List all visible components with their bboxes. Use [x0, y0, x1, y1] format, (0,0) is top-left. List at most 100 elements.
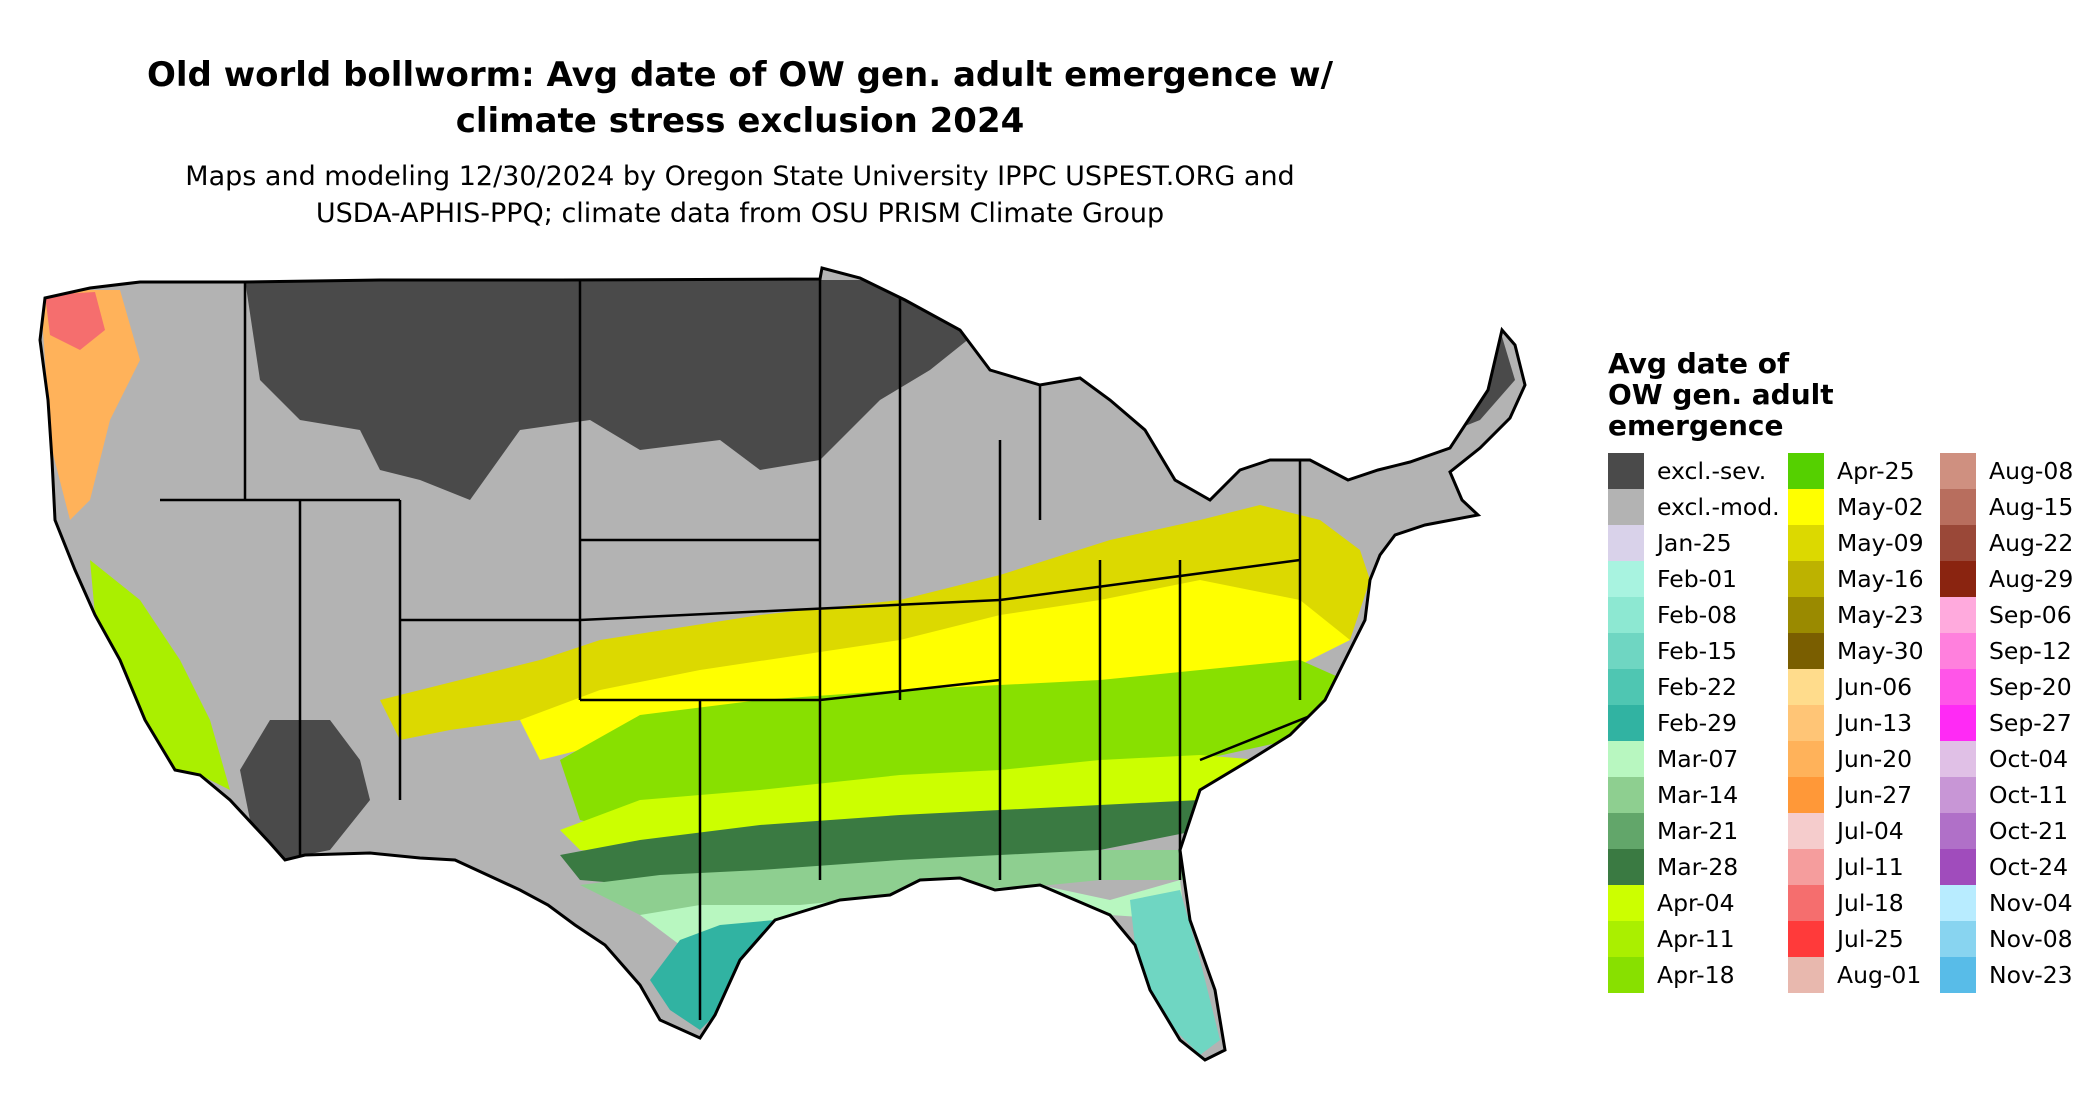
legend-swatch — [1940, 453, 1976, 489]
legend-item: Apr-18 — [1608, 957, 1780, 993]
legend-label: Jun-06 — [1837, 673, 1913, 701]
zone-mar-28 — [560, 800, 1230, 885]
legend-swatch — [1608, 633, 1644, 669]
legend-item: Feb-22 — [1608, 669, 1780, 705]
legend-swatch — [1608, 525, 1644, 561]
legend-item: Apr-04 — [1608, 885, 1780, 921]
legend-title-line-3: emergence — [1608, 409, 1784, 442]
legend-title-line-1: Avg date of — [1608, 347, 1790, 380]
legend-swatch — [1788, 957, 1824, 993]
legend-item: Sep-12 — [1940, 633, 2073, 669]
legend-swatch — [1788, 633, 1824, 669]
legend-column-3: Aug-08 Aug-15 Aug-22 Aug-29 Sep-06 Sep-12 Sep-… — [1940, 453, 2073, 993]
map-title-line-1: Old world bollworm: Avg date of OW gen. … — [147, 55, 1333, 95]
legend-swatch — [1788, 669, 1824, 705]
legend-label: Jul-04 — [1837, 817, 1904, 845]
legend-label: Jul-11 — [1837, 853, 1904, 881]
legend-label: Sep-20 — [1989, 673, 2072, 701]
zone-california — [90, 560, 230, 790]
legend-swatch — [1940, 777, 1976, 813]
legend-label: Jan-25 — [1657, 529, 1732, 557]
legend-swatch — [1788, 561, 1824, 597]
legend-item: Feb-08 — [1608, 597, 1780, 633]
legend-item: Oct-04 — [1940, 741, 2073, 777]
legend-item: excl.-sev. — [1608, 453, 1780, 489]
us-emergence-map — [38, 266, 1527, 1062]
legend-swatch — [1608, 669, 1644, 705]
legend-item: Jun-13 — [1788, 705, 1924, 741]
legend-swatch — [1608, 705, 1644, 741]
legend-item: Oct-24 — [1940, 849, 2073, 885]
legend-label: Apr-04 — [1657, 889, 1735, 917]
legend-swatch — [1940, 597, 1976, 633]
legend-label: May-09 — [1837, 529, 1924, 557]
legend-label: Feb-01 — [1657, 565, 1737, 593]
legend-item: Jan-25 — [1608, 525, 1780, 561]
legend-item: Aug-01 — [1788, 957, 1924, 993]
legend-swatch — [1608, 957, 1644, 993]
legend-item: Sep-06 — [1940, 597, 2073, 633]
map-subtitle: Maps and modeling 12/30/2024 by Oregon S… — [60, 158, 1420, 232]
legend-item: Aug-22 — [1940, 525, 2073, 561]
legend-swatch — [1940, 705, 1976, 741]
zone-excl-sev-southwest — [240, 720, 370, 860]
legend-item: Sep-20 — [1940, 669, 2073, 705]
state-border — [819, 678, 1001, 702]
zone-west-coast-pink — [45, 292, 105, 350]
legend-label: Oct-21 — [1989, 817, 2069, 845]
zone-may-band — [380, 505, 1370, 740]
legend-item: Apr-25 — [1788, 453, 1924, 489]
legend-swatch — [1608, 921, 1644, 957]
legend-swatch — [1608, 741, 1644, 777]
legend-label: Jul-18 — [1837, 889, 1904, 917]
legend-label: Oct-11 — [1989, 781, 2069, 809]
legend-label: Jun-27 — [1837, 781, 1913, 809]
legend-title: Avg date of OW gen. adult emergence — [1608, 348, 1834, 441]
legend-label: Nov-04 — [1989, 889, 2073, 917]
legend-swatch — [1940, 561, 1976, 597]
legend-label: Feb-15 — [1657, 637, 1737, 665]
legend-item: Mar-07 — [1608, 741, 1780, 777]
legend-item: Aug-15 — [1940, 489, 2073, 525]
legend-item: Jun-20 — [1788, 741, 1924, 777]
map-title: Old world bollworm: Avg date of OW gen. … — [60, 52, 1420, 144]
legend-column-1: excl.-sev. excl.-mod. Jan-25 Feb-01 Feb-08 Fe… — [1608, 453, 1780, 993]
legend-label: Aug-15 — [1989, 493, 2074, 521]
legend-swatch — [1608, 453, 1644, 489]
zone-west-coast — [40, 290, 140, 520]
map-title-line-2: climate stress exclusion 2024 — [455, 101, 1025, 141]
legend-label: May-23 — [1837, 601, 1924, 629]
zone-apr-18 — [560, 660, 1345, 830]
legend-swatch — [1940, 921, 1976, 957]
legend-item: Oct-21 — [1940, 813, 2073, 849]
map-subtitle-line-1: Maps and modeling 12/30/2024 by Oregon S… — [185, 161, 1295, 192]
legend-swatch — [1788, 453, 1824, 489]
legend-label: Apr-18 — [1657, 961, 1735, 989]
legend-label: Sep-06 — [1989, 601, 2072, 629]
legend-item: Jun-06 — [1788, 669, 1924, 705]
legend-item: Nov-23 — [1940, 957, 2073, 993]
legend-label: Mar-21 — [1657, 817, 1739, 845]
legend-label: Aug-22 — [1989, 529, 2074, 557]
legend-item: Mar-21 — [1608, 813, 1780, 849]
legend-swatch — [1940, 741, 1976, 777]
legend-swatch — [1788, 849, 1824, 885]
legend-item: excl.-mod. — [1608, 489, 1780, 525]
legend-swatch — [1608, 813, 1644, 849]
legend-swatch — [1940, 525, 1976, 561]
legend-label: excl.-mod. — [1657, 493, 1780, 521]
legend-label: Feb-08 — [1657, 601, 1737, 629]
legend-swatch — [1608, 777, 1644, 813]
legend-item: Jul-18 — [1788, 885, 1924, 921]
legend-swatch — [1608, 597, 1644, 633]
legend-item: May-09 — [1788, 525, 1924, 561]
legend-label: May-16 — [1837, 565, 1924, 593]
legend-item: Aug-08 — [1940, 453, 2073, 489]
state-border — [579, 598, 1001, 622]
legend-label: Aug-08 — [1989, 457, 2074, 485]
legend-label: Oct-04 — [1989, 745, 2069, 773]
legend-item: Jul-04 — [1788, 813, 1924, 849]
legend-swatch — [1608, 489, 1644, 525]
legend-swatch — [1788, 705, 1824, 741]
legend-label: Sep-27 — [1989, 709, 2072, 737]
